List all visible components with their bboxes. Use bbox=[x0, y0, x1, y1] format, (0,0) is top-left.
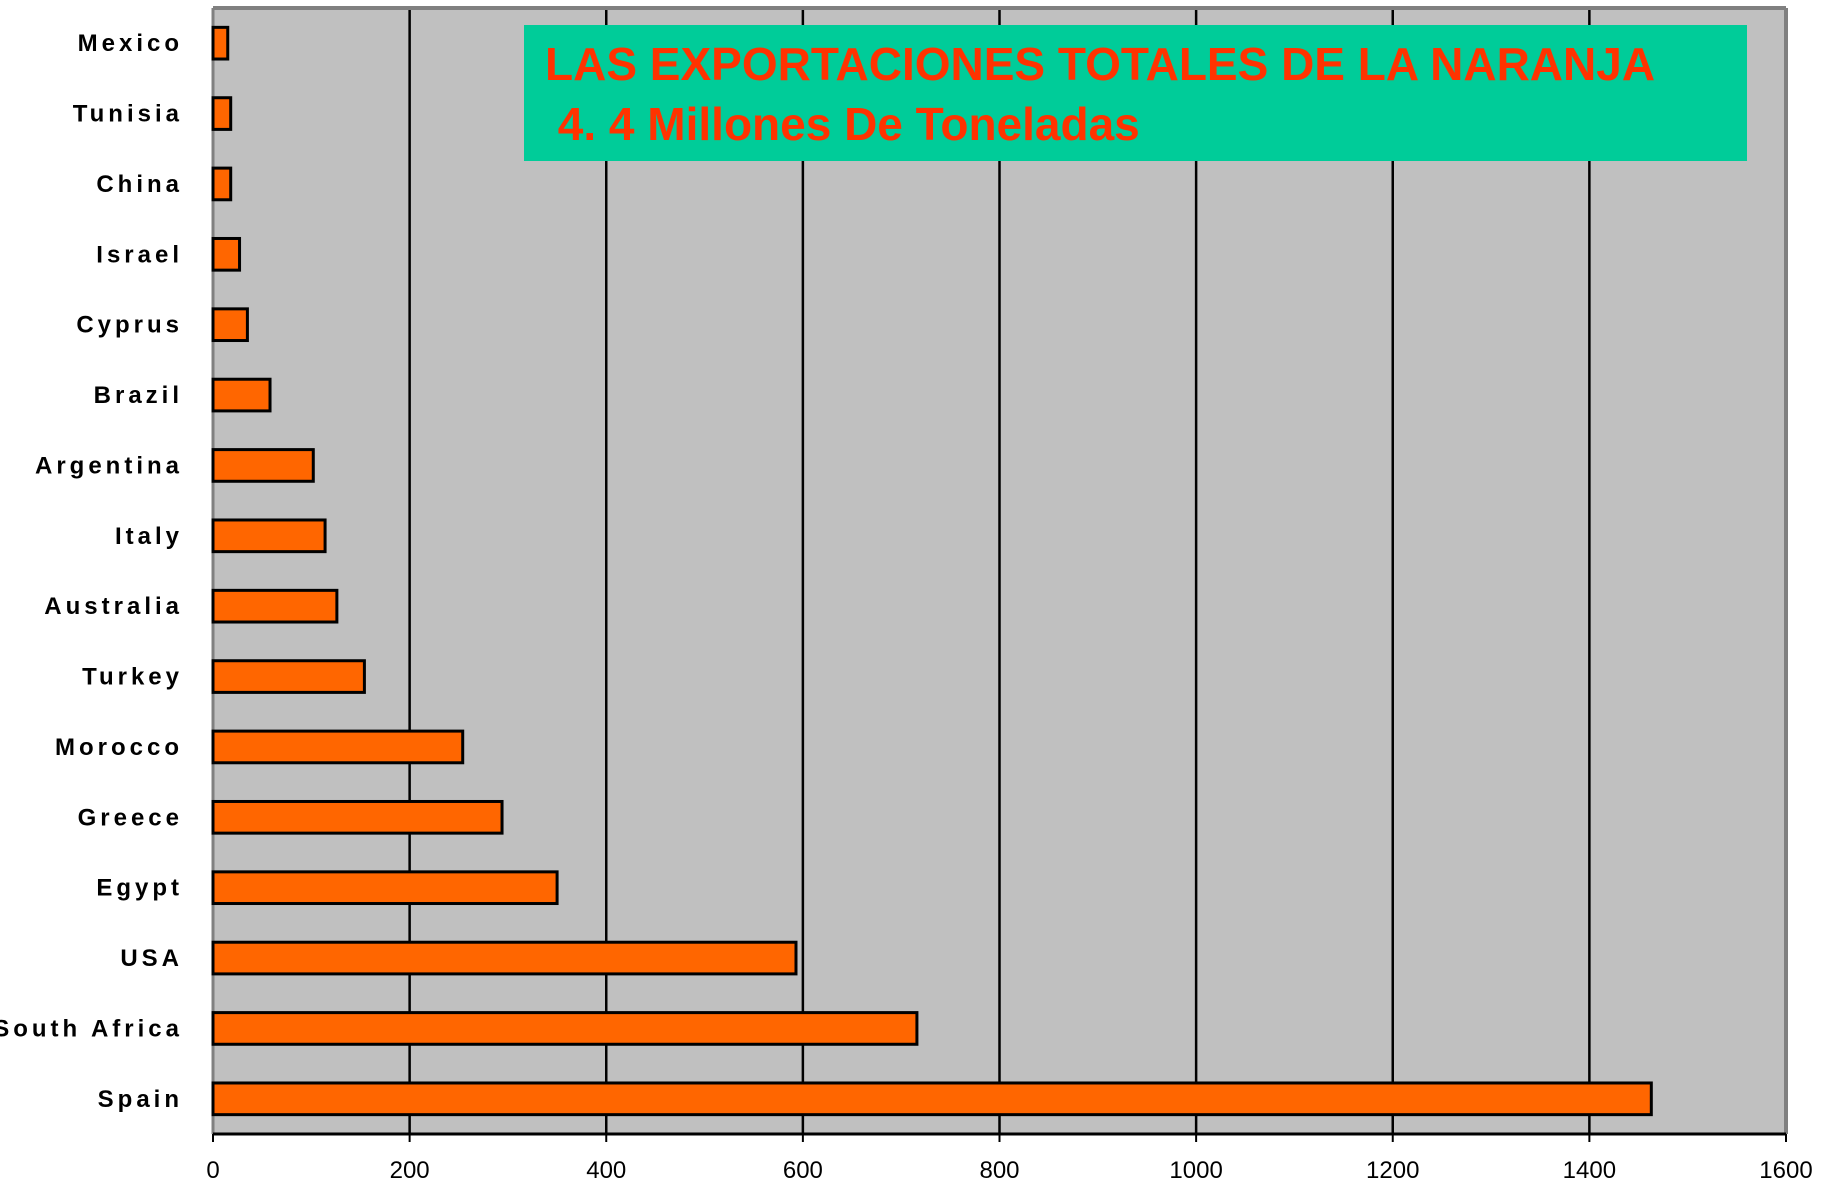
bar bbox=[211, 307, 249, 343]
category-label: China bbox=[96, 171, 183, 198]
bar bbox=[211, 236, 242, 272]
category-label: Turkey bbox=[82, 664, 183, 691]
x-tick-label: 1600 bbox=[1759, 1157, 1812, 1184]
bar bbox=[211, 870, 559, 906]
bars bbox=[211, 25, 1653, 1117]
category-label: Australia bbox=[44, 593, 183, 620]
bar bbox=[211, 799, 504, 835]
bar bbox=[211, 1011, 919, 1046]
x-tick-label: 1200 bbox=[1366, 1157, 1419, 1184]
bar bbox=[211, 25, 230, 61]
category-label: Mexico bbox=[78, 30, 183, 57]
bar bbox=[211, 518, 327, 554]
category-label: Italy bbox=[115, 523, 183, 550]
x-tick-labels: 0 200 400 600 800 1000 1200 1400 1600 bbox=[206, 1134, 1813, 1184]
bar bbox=[211, 588, 339, 624]
x-tick-label: 600 bbox=[783, 1157, 823, 1184]
bar bbox=[211, 96, 233, 131]
bar bbox=[211, 448, 315, 483]
x-tick-label: 0 bbox=[206, 1157, 219, 1184]
title-box: LAS EXPORTACIONES TOTALES DE LA NARANJA … bbox=[524, 25, 1747, 161]
chart-title: LAS EXPORTACIONES TOTALES DE LA NARANJA bbox=[545, 38, 1655, 90]
grid-lines bbox=[408, 8, 1591, 1134]
x-tick-label: 400 bbox=[586, 1157, 626, 1184]
x-tick-label: 800 bbox=[979, 1157, 1019, 1184]
bar bbox=[211, 659, 366, 694]
x-tick-label: 1000 bbox=[1169, 1157, 1222, 1184]
category-label: Tunisia bbox=[73, 101, 183, 128]
category-label: Brazil bbox=[94, 382, 183, 409]
category-label: Cyprus bbox=[76, 312, 183, 339]
category-labels: Mexico Tunisia China Israel Cyprus Brazil Arge… bbox=[0, 30, 183, 1113]
bar bbox=[211, 166, 233, 202]
category-label: Greece bbox=[78, 804, 183, 831]
bar bbox=[211, 940, 798, 976]
bar bbox=[211, 377, 272, 413]
title-background bbox=[524, 25, 1747, 161]
category-label: Argentina bbox=[35, 452, 183, 479]
category-label: USA bbox=[120, 945, 183, 972]
bar bbox=[211, 729, 465, 765]
category-label: Morocco bbox=[55, 734, 183, 761]
chart-subtitle: 4. 4 Millones De Toneladas bbox=[545, 98, 1140, 150]
category-label: Israel bbox=[96, 241, 183, 268]
x-tick-label: 1400 bbox=[1563, 1157, 1616, 1184]
x-tick-label: 200 bbox=[390, 1157, 430, 1184]
category-label: Egypt bbox=[96, 875, 183, 902]
category-label: South Africa bbox=[0, 1015, 183, 1042]
category-label: Spain bbox=[98, 1086, 183, 1113]
bar bbox=[211, 1081, 1653, 1117]
